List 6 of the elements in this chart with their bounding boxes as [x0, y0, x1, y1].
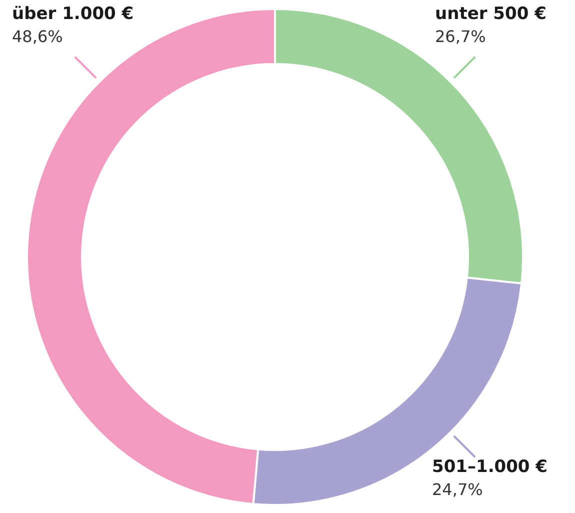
slice-label: über 1.000 € — [12, 4, 134, 24]
data-label: 24,7% — [432, 480, 483, 499]
data-label: 48,6% — [12, 27, 63, 46]
slice-label: 501–1.000 € — [432, 457, 548, 477]
data-label: 26,7% — [435, 27, 486, 46]
slice-label: unter 500 € — [435, 4, 546, 24]
